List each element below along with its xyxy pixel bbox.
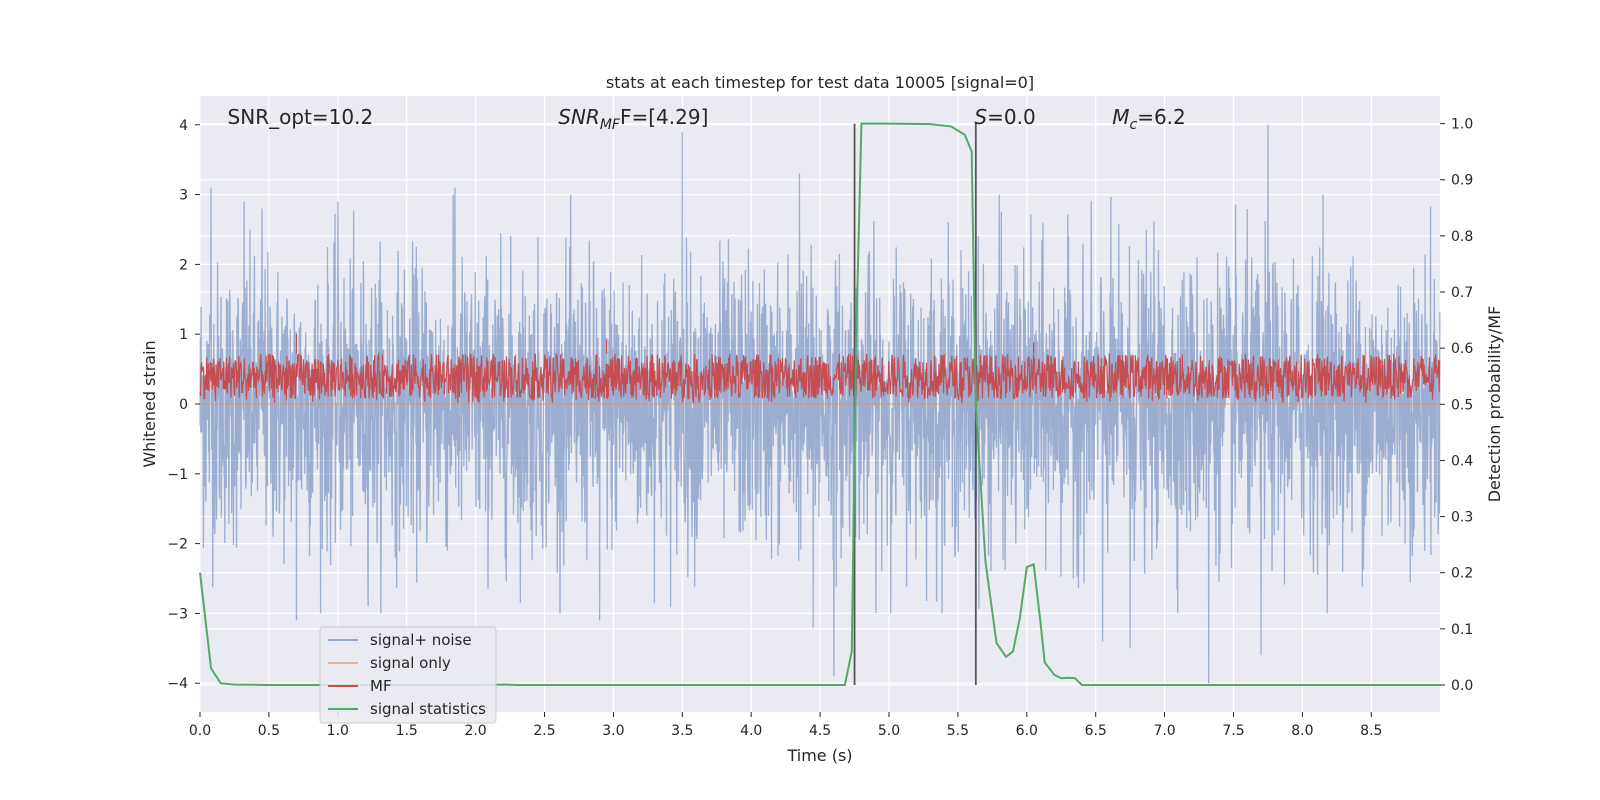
legend-box (319, 626, 497, 724)
x-tick-label: 8.0 (1291, 723, 1313, 739)
annotation-mc-sub: c (1130, 117, 1138, 133)
x-axis-label: Time (s) (786, 746, 852, 765)
y-tick-label-left: −3 (167, 606, 188, 622)
annotation-snr-mf-main: SNR (558, 105, 600, 129)
annotation-mc-main: M (1112, 105, 1129, 129)
x-tick-label: 3.0 (602, 723, 624, 739)
y-tick-label-right: 0.8 (1451, 229, 1473, 245)
y-tick-label-right: 0.6 (1451, 341, 1473, 357)
y-axis-label-left: Whitened strain (140, 340, 159, 467)
x-tick-label: 2.0 (464, 723, 486, 739)
x-tick-label: 6.5 (1085, 723, 1107, 739)
legend-label-mf: MF (370, 677, 392, 695)
axes: 0.0 0.5 1.0 1.5 2.0 2.5 3.0 3.5 4.0 4.5 5.0 5.5 6.0 6… (167, 117, 1473, 739)
x-tick-label: 4.0 (740, 723, 762, 739)
y-tick-label-right: 0.0 (1451, 678, 1473, 694)
y-tick-label-left: −2 (167, 537, 188, 553)
annotation-mc-rest: =6.2 (1137, 105, 1186, 129)
y-tick-label-right: 1.0 (1451, 117, 1473, 133)
x-tick-label: 3.5 (671, 723, 693, 739)
annotation-snr-mf-rest: F=[4.29] (620, 105, 708, 129)
x-tick-label: 4.5 (809, 723, 831, 739)
annotation-snr-mf-sub: MF (600, 117, 621, 133)
x-tick-label: 5.0 (878, 723, 900, 739)
y-tick-label-right: 0.3 (1451, 510, 1473, 526)
y-tick-label-right: 0.1 (1451, 622, 1473, 638)
y-tick-label-left: 0 (179, 397, 188, 413)
y-tick-label-left: −4 (167, 676, 188, 692)
x-tick-label: 0.5 (258, 723, 280, 739)
legend-label-signal-only: signal only (370, 654, 451, 672)
y-tick-label-right: 0.2 (1451, 566, 1473, 582)
annotation-s-rest: =0.0 (987, 105, 1036, 129)
y-tick-label-left: 4 (179, 118, 188, 134)
annotations: SNR_opt=10.2 SNRMFF=[4.29] S=0.0 Mc=6.2 (228, 105, 1186, 133)
x-tick-label: 6.0 (1016, 723, 1038, 739)
chart-title: stats at each timestep for test data 100… (606, 73, 1034, 92)
annotation-s: S=0.0 (974, 105, 1035, 129)
y-axis-label-right: Detection probability/MF (1485, 306, 1504, 503)
y-tick-label-right: 0.5 (1451, 397, 1473, 413)
y-tick-label-left: 2 (179, 257, 188, 273)
x-tick-label: 1.0 (327, 723, 349, 739)
y-tick-label-right: 0.4 (1451, 453, 1473, 469)
annotation-snr-mf: SNRMFF=[4.29] (558, 105, 708, 133)
y-tick-label-left: 1 (179, 327, 188, 343)
legend-label-signal-statistics: signal statistics (370, 700, 486, 718)
annotation-snr-opt: SNR_opt=10.2 (228, 105, 374, 129)
y-tick-label-left: −1 (167, 467, 188, 483)
x-tick-label: 8.5 (1360, 723, 1382, 739)
x-tick-label: 1.5 (396, 723, 418, 739)
series-mf (199, 334, 1441, 404)
y-tick-label-left: 3 (179, 188, 188, 204)
x-tick-label: 7.0 (1153, 723, 1175, 739)
y-tick-label-right: 0.9 (1451, 173, 1473, 189)
x-tick-label: 0.0 (189, 723, 211, 739)
legend: signal+ noise signal only MF signal stat… (319, 626, 497, 724)
x-tick-label: 5.5 (947, 723, 969, 739)
legend-label-signal-noise: signal+ noise (370, 631, 472, 649)
y-tick-label-right: 0.7 (1451, 285, 1473, 301)
x-tick-label: 7.5 (1222, 723, 1244, 739)
annotation-s-main: S (974, 105, 987, 129)
annotation-mc: Mc=6.2 (1112, 105, 1186, 133)
x-tick-label: 2.5 (533, 723, 555, 739)
